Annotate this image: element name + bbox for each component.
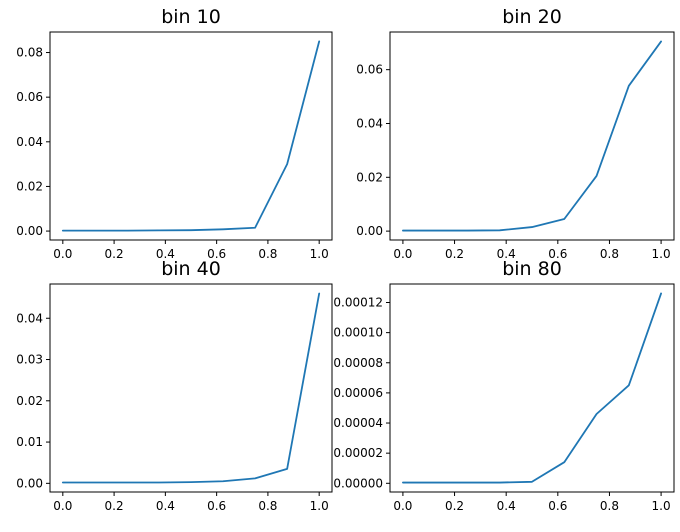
x-tick-label: 1.0 [652, 499, 671, 513]
x-tick-label: 0.8 [258, 499, 277, 513]
x-tick-label: 0.0 [53, 499, 72, 513]
y-tick-label: 0.00002 [333, 446, 383, 460]
y-tick-label: 0.00 [16, 224, 43, 238]
data-line [61, 292, 321, 484]
y-tick-label: 0.00 [16, 476, 43, 490]
y-tick-label: 0.00008 [333, 356, 383, 370]
x-tick-label: 0.8 [258, 247, 277, 261]
plot-border [389, 283, 675, 493]
x-tick-label: 0.6 [548, 247, 567, 261]
y-tick-label: 0.00010 [333, 326, 383, 340]
data-line [402, 292, 662, 484]
y-tick-label: 0.02 [356, 170, 383, 184]
y-tick-label: 0.00012 [333, 295, 383, 309]
x-tick-label: 0.4 [497, 247, 516, 261]
plot-border [49, 31, 333, 241]
x-tick-label: 0.4 [497, 499, 516, 513]
y-tick-label: 0.00000 [333, 476, 383, 490]
x-tick-label: 0.6 [207, 499, 226, 513]
subplot-title: bin 80 [502, 258, 562, 280]
x-tick-label: 0.2 [105, 499, 124, 513]
y-tick-label: 0.04 [16, 135, 43, 149]
y-tick-label: 0.04 [16, 311, 43, 325]
x-tick-label: 0.6 [207, 247, 226, 261]
y-tick-label: 0.04 [356, 116, 383, 130]
y-tick-label: 0.00006 [333, 386, 383, 400]
x-tick-label: 0.2 [105, 247, 124, 261]
data-line [402, 40, 662, 232]
x-tick-label: 1.0 [652, 247, 671, 261]
x-tick-label: 0.0 [53, 247, 72, 261]
x-tick-label: 1.0 [310, 247, 329, 261]
x-tick-label: 0.6 [548, 499, 567, 513]
plot-border [389, 31, 675, 241]
x-tick-label: 0.0 [393, 247, 412, 261]
y-tick-label: 0.08 [16, 46, 43, 60]
x-tick-label: 0.0 [393, 499, 412, 513]
subplot-bin-40: 0.0 0.2 0.4 0.6 0.8 1.0 0.00 0.01 0.02 0.03 0.04 bi… [16, 258, 333, 513]
subplot-title: bin 20 [502, 6, 562, 28]
x-tick-label: 0.8 [600, 247, 619, 261]
x-tick-label: 0.8 [600, 499, 619, 513]
x-tick-label: 0.2 [445, 499, 464, 513]
y-tick-label: 0.06 [356, 63, 383, 77]
y-tick-label: 0.00004 [333, 416, 383, 430]
subplot-bin-80: 0.0 0.2 0.4 0.6 0.8 1.0 0.00000 0.00002 0.00004 0… [333, 258, 675, 513]
subplot-bin-20: 0.0 0.2 0.4 0.6 0.8 1.0 0.00 0.02 0.04 0.06 bin 20 [356, 6, 675, 261]
y-tick-label: 0.02 [16, 394, 43, 408]
y-tick-label: 0.06 [16, 90, 43, 104]
subplot-title: bin 10 [161, 6, 221, 28]
x-tick-label: 0.4 [156, 499, 175, 513]
plot-border [49, 283, 333, 493]
subplot-bin-10: 0.0 0.2 0.4 0.6 0.8 1.0 0.00 0.02 0.04 0.06 0.08 bi… [16, 6, 333, 261]
y-tick-label: 0.01 [16, 435, 43, 449]
y-tick-label: 0.02 [16, 179, 43, 193]
x-tick-label: 1.0 [310, 499, 329, 513]
subplot-title: bin 40 [161, 258, 221, 280]
data-line [61, 40, 321, 232]
y-tick-label: 0.03 [16, 353, 43, 367]
x-tick-label: 0.4 [156, 247, 175, 261]
y-tick-label: 0.00 [356, 224, 383, 238]
x-tick-label: 0.2 [445, 247, 464, 261]
